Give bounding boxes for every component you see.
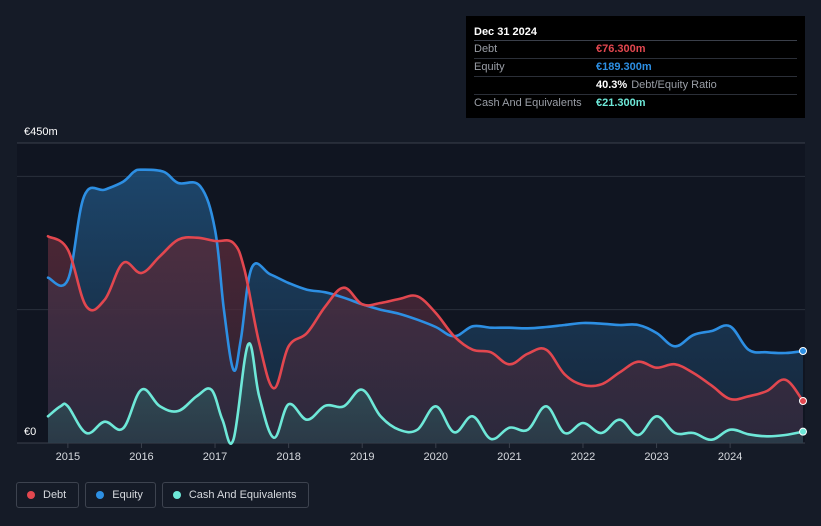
x-axis-ticks: 2015 2016 2017 2018 2019 2020 2021 2022 2023 2024 bbox=[56, 443, 742, 463]
legend-cash-dot-icon bbox=[172, 491, 181, 499]
legend-debt-label: Debt bbox=[43, 489, 67, 501]
tooltip-debt-row: Debt €76.300m bbox=[474, 40, 797, 58]
tooltip-cash-row: Cash And Equivalents €21.300m bbox=[474, 94, 797, 112]
tooltip-ratio-row: 40.3% Debt/Equity Ratio bbox=[474, 76, 797, 94]
legend-equity-label: Equity bbox=[112, 489, 143, 501]
x-tick-label-2020: 2020 bbox=[424, 451, 448, 463]
data-tooltip: Dec 31 2024 Debt €76.300m Equity €189.30… bbox=[466, 16, 805, 118]
legend-equity-dot-icon bbox=[96, 491, 105, 499]
y-axis-bottom-label: €0 bbox=[24, 426, 36, 438]
legend-cash[interactable]: Cash And Equivalents bbox=[161, 482, 310, 508]
cash-area bbox=[48, 343, 803, 444]
debt-endpoint-marker bbox=[799, 397, 807, 405]
tooltip-cash-value: €21.300m bbox=[596, 97, 646, 109]
equity-endpoint-marker bbox=[799, 347, 807, 355]
legend-debt[interactable]: Debt bbox=[16, 482, 80, 508]
x-tick-label-2021: 2021 bbox=[497, 451, 521, 463]
tooltip-debt-label: Debt bbox=[474, 43, 498, 55]
x-tick-label-2016: 2016 bbox=[129, 451, 153, 463]
tooltip-ratio-value: 40.3% bbox=[596, 79, 628, 91]
tooltip-ratio-spacer bbox=[474, 77, 596, 94]
series-endpoints bbox=[799, 347, 807, 436]
debt-line bbox=[46, 235, 805, 403]
x-tick-label-2022: 2022 bbox=[571, 451, 595, 463]
cash-line bbox=[46, 342, 805, 445]
x-tick-label-2018: 2018 bbox=[276, 451, 300, 463]
tooltip-equity-label: Equity bbox=[474, 61, 505, 73]
series-lines bbox=[46, 168, 805, 445]
x-tick-label-2023: 2023 bbox=[644, 451, 668, 463]
legend-cash-label: Cash And Equivalents bbox=[188, 489, 297, 501]
chart-legend: Debt Equity Cash And Equivalents bbox=[16, 482, 310, 508]
x-tick-label-2017: 2017 bbox=[203, 451, 227, 463]
tooltip-cash-label: Cash And Equivalents bbox=[474, 97, 582, 109]
x-tick-label-2024: 2024 bbox=[718, 451, 742, 463]
y-axis-top-label: €450m bbox=[24, 126, 58, 138]
legend-debt-dot-icon bbox=[27, 491, 35, 499]
cash-endpoint-marker bbox=[799, 427, 807, 436]
x-tick-label-2019: 2019 bbox=[350, 451, 374, 463]
tooltip-ratio-label: Debt/Equity Ratio bbox=[631, 79, 717, 91]
legend-equity[interactable]: Equity bbox=[85, 482, 156, 508]
x-tick-label-2015: 2015 bbox=[56, 451, 80, 463]
tooltip-equity-value: €189.300m bbox=[596, 61, 652, 73]
debt-area bbox=[48, 236, 803, 443]
tooltip-debt-value: €76.300m bbox=[596, 43, 646, 55]
equity-line bbox=[46, 168, 805, 373]
tooltip-date: Dec 31 2024 bbox=[474, 26, 537, 38]
tooltip-equity-row: Equity €189.300m bbox=[474, 58, 797, 76]
